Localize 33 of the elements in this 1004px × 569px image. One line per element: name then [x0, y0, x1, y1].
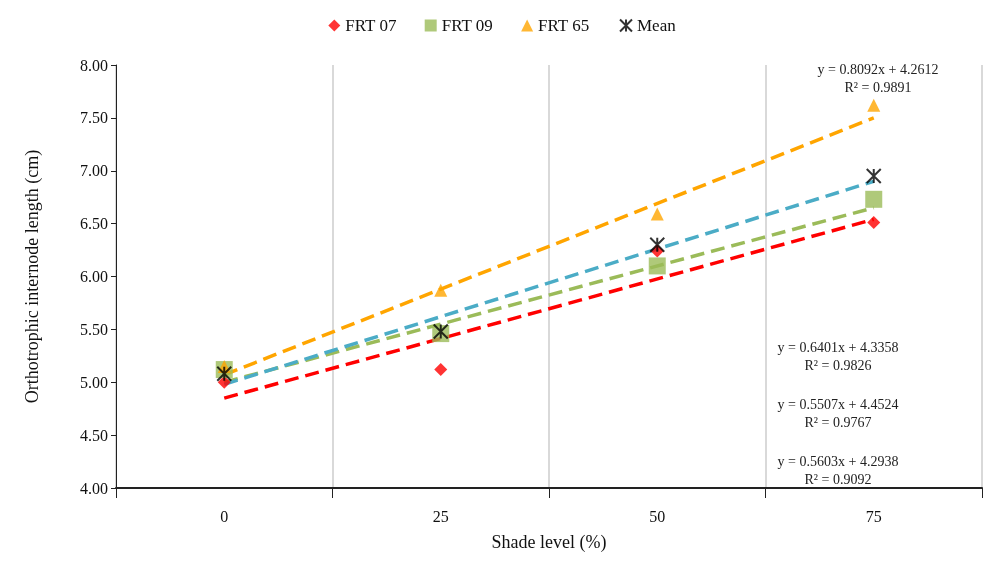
point [865, 168, 882, 185]
x-tick-label: 0 [220, 507, 229, 525]
x-axis-title: Shade level (%) [491, 532, 607, 553]
x-tick-label: 50 [649, 507, 666, 525]
point [650, 207, 664, 221]
y-axis-title: Orthotrophic internode length (cm) [22, 149, 43, 404]
annotation: y = 0.5507x + 4.4524 R² = 0.9767 [777, 396, 899, 430]
y-tick-label: 4.00 [80, 479, 108, 497]
x-tick-label: 25 [432, 507, 449, 525]
point [434, 363, 448, 377]
point [867, 216, 881, 230]
point [216, 365, 233, 382]
annotation: y = 0.6401x + 4.3358 R² = 0.9826 [777, 339, 899, 373]
annotation: y = 0.8092x + 4.2612 R² = 0.9891 [817, 61, 939, 95]
point [648, 257, 666, 275]
y-tick-label: 6.50 [80, 215, 108, 233]
y-tick-label: 4.50 [80, 426, 108, 444]
legend-label: FRT 65 [538, 16, 590, 35]
point [867, 98, 881, 112]
legend-label: FRT 07 [345, 16, 397, 35]
y-tick-label: 7.00 [80, 162, 108, 180]
legend-label: FRT 09 [441, 16, 493, 35]
point [865, 190, 883, 208]
y-tick-label: 6.00 [80, 268, 108, 285]
legend-label: Mean [637, 16, 677, 35]
point [649, 236, 666, 253]
y-tick-label: 5.50 [80, 320, 108, 338]
y-tick-label: 5.00 [80, 373, 108, 391]
x-tick-label: 75 [865, 507, 882, 525]
annotation: y = 0.5603x + 4.2938 R² = 0.9092 [777, 453, 899, 487]
point [434, 283, 448, 297]
y-tick-label: 7.50 [80, 109, 108, 127]
y-tick-label: 8.00 [80, 56, 108, 74]
